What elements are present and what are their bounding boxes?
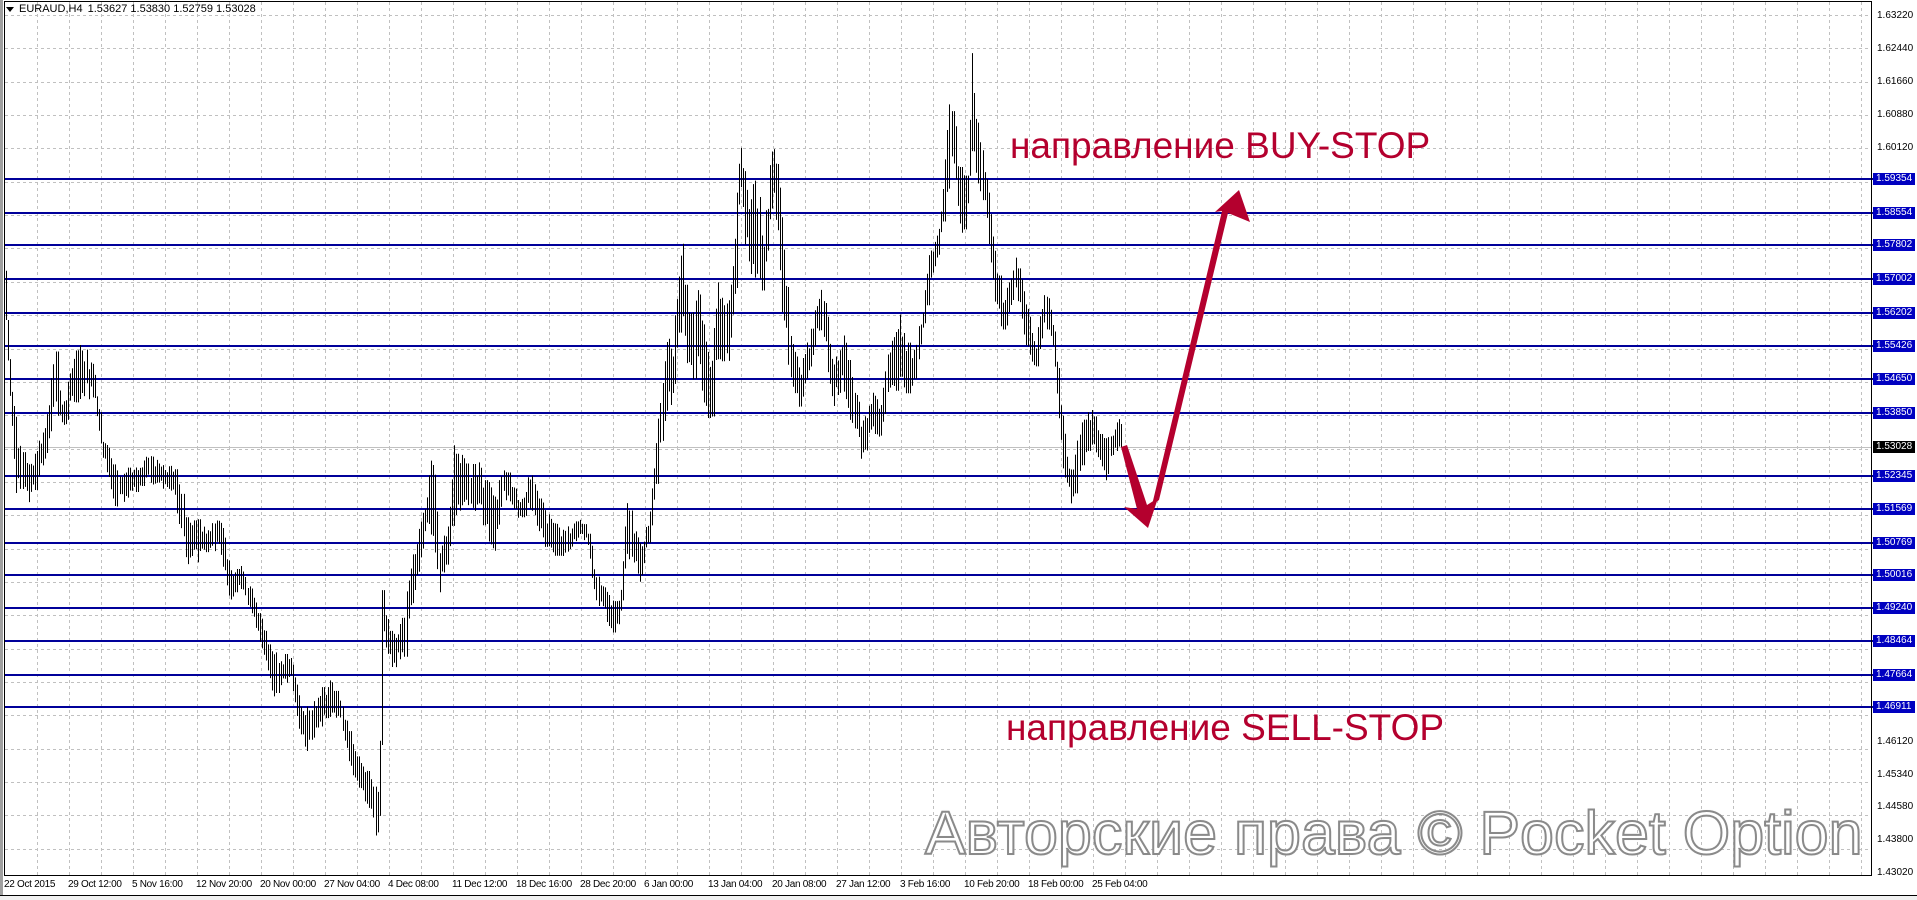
time-tick-label: 28 Dec 20:00 <box>580 879 636 890</box>
symbol-label: EURAUD,H4 <box>19 3 83 15</box>
down-arrow-icon <box>1121 445 1158 528</box>
chart-header: EURAUD,H4 1.53627 1.53830 1.52759 1.5302… <box>6 3 256 15</box>
grid <box>5 2 1871 875</box>
price-tick-label: 1.63220 <box>1877 10 1914 22</box>
time-tick-label: 29 Oct 12:00 <box>68 879 122 890</box>
watermark: Авторские права © Pocket Option <box>924 799 1864 867</box>
triangle-down-icon[interactable] <box>6 6 14 12</box>
price-tick-label: 1.60880 <box>1877 109 1914 121</box>
time-tick-label: 3 Feb 16:00 <box>900 879 951 890</box>
price-level-label: 1.51569 <box>1873 503 1915 515</box>
ohlc-values: 1.53627 1.53830 1.52759 1.53028 <box>87 3 256 15</box>
arrows <box>1121 190 1250 528</box>
price-level-label: 1.48464 <box>1873 635 1915 647</box>
time-tick-label: 6 Jan 00:00 <box>644 879 693 890</box>
time-tick-label: 12 Nov 20:00 <box>196 879 252 890</box>
price-level-label: 1.57002 <box>1873 273 1915 285</box>
time-tick-label: 11 Dec 12:00 <box>452 879 508 890</box>
price-tick-label: 1.43800 <box>1877 833 1914 845</box>
price-level-label: 1.52345 <box>1873 470 1915 482</box>
time-tick-label: 27 Nov 04:00 <box>324 879 380 890</box>
left-border <box>0 0 3 899</box>
horizontal-levels <box>5 178 1873 708</box>
price-tick-label: 1.43020 <box>1877 867 1914 879</box>
price-level-label: 1.46911 <box>1873 701 1915 713</box>
sell-stop-annotation: направление SELL-STOP <box>1006 707 1445 748</box>
ohlc-bars <box>6 53 1122 836</box>
up-arrow-icon <box>1152 190 1250 505</box>
time-tick-label: 10 Feb 20:00 <box>964 879 1020 890</box>
chart-border <box>4 1 1872 876</box>
price-tick-label: 1.44580 <box>1877 800 1914 812</box>
time-tick-label: 20 Nov 00:00 <box>260 879 316 890</box>
bottom-bar <box>0 895 1917 900</box>
price-level-label: 1.53850 <box>1873 407 1915 419</box>
price-level-label: 1.55426 <box>1873 340 1915 352</box>
price-level-label: 1.50016 <box>1873 569 1915 581</box>
price-level-label: 1.49240 <box>1873 602 1915 614</box>
time-tick-label: 18 Dec 16:00 <box>516 879 572 890</box>
price-level-label: 1.59354 <box>1873 173 1915 185</box>
current-price-label: 1.53028 <box>1873 441 1915 453</box>
time-tick-label: 4 Dec 08:00 <box>388 879 439 890</box>
price-level-label: 1.54650 <box>1873 373 1915 385</box>
price-level-label: 1.56202 <box>1873 307 1915 319</box>
time-tick-label: 22 Oct 2015 <box>4 879 56 890</box>
price-tick-label: 1.62440 <box>1877 43 1914 55</box>
price-level-label: 1.57802 <box>1873 239 1915 251</box>
price-tick-label: 1.61660 <box>1877 76 1914 88</box>
time-tick-label: 13 Jan 04:00 <box>708 879 763 890</box>
time-tick-label: 20 Jan 08:00 <box>772 879 827 890</box>
price-level-label: 1.47664 <box>1873 669 1915 681</box>
price-level-label: 1.58554 <box>1873 207 1915 219</box>
time-tick-label: 25 Feb 04:00 <box>1092 879 1148 890</box>
time-tick-label: 5 Nov 16:00 <box>132 879 183 890</box>
price-level-label: 1.50769 <box>1873 537 1915 549</box>
price-tick-label: 1.60120 <box>1877 141 1914 153</box>
time-tick-label: 27 Jan 12:00 <box>836 879 891 890</box>
price-tick-label: 1.45340 <box>1877 768 1914 780</box>
price-tick-label: 1.46120 <box>1877 735 1914 747</box>
buy-stop-annotation: направление BUY-STOP <box>1010 125 1431 166</box>
time-tick-label: 18 Feb 00:00 <box>1028 879 1084 890</box>
